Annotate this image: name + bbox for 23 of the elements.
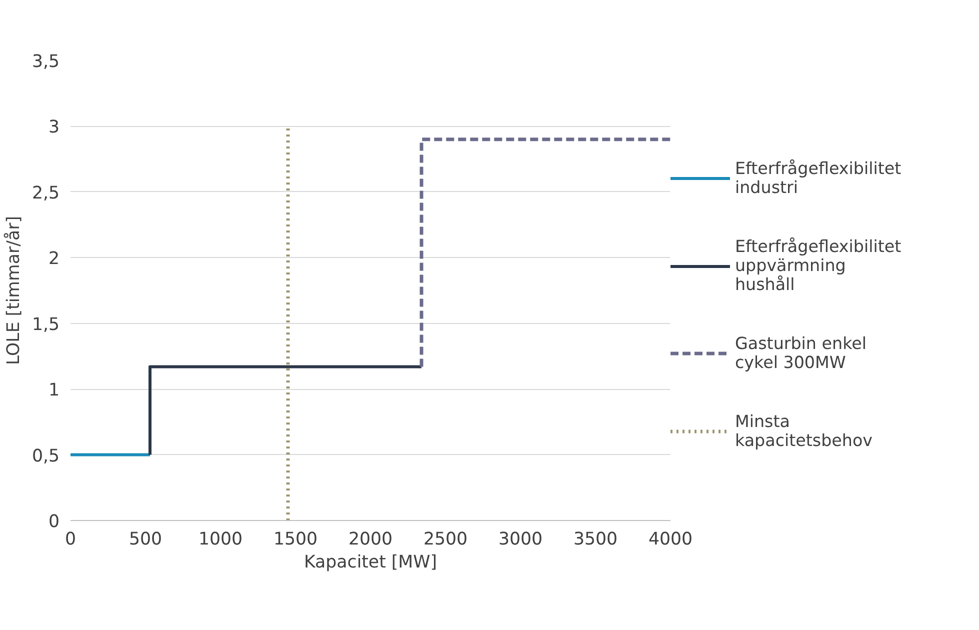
legend-label: Efterfrågeflexibilitet uppvärmning hushåll	[735, 237, 902, 294]
y-tick-label: 1	[48, 380, 60, 401]
x-tick-label: 2500	[423, 530, 468, 550]
y-tick-label: 1,5	[32, 314, 60, 335]
y-tick-label: 2,5	[32, 183, 60, 204]
legend-label: Efterfrågeflexibilitet industri	[735, 159, 902, 197]
x-axis-title: Kapacitet [MW]	[304, 552, 437, 572]
x-tick-label: 2000	[348, 530, 393, 550]
x-tick-label: 4000	[648, 530, 693, 550]
y-tick-label: 0	[48, 512, 60, 532]
legend-label: Gasturbin enkel cykel 300MW	[735, 334, 867, 372]
y-tick-label: 0,5	[32, 446, 60, 466]
x-tick-label: 3000	[498, 530, 543, 550]
y-tick-label: 3	[48, 118, 60, 138]
x-tick-label: 3500	[573, 530, 618, 550]
x-tick-label: 1000	[198, 530, 243, 550]
legend-label: Minsta kapacitetsbehov	[735, 412, 873, 450]
y-tick-label: 3,5	[32, 52, 60, 72]
y-axis-title: LOLE [timmar/år]	[2, 216, 24, 365]
y-tick-label: 2	[48, 249, 60, 270]
x-tick-label: 1500	[273, 530, 318, 550]
x-tick-label: 0	[64, 530, 76, 550]
x-tick-label: 500	[128, 530, 162, 550]
